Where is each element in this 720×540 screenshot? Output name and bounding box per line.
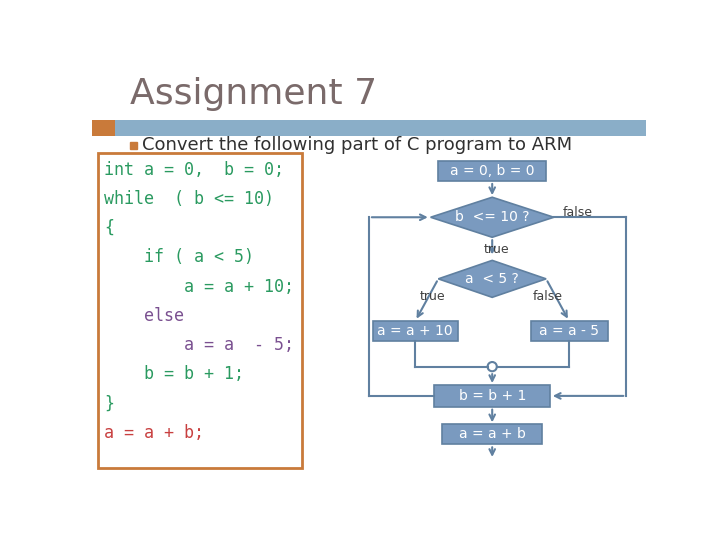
Circle shape bbox=[487, 362, 497, 372]
Text: b = b + 1;: b = b + 1; bbox=[104, 366, 244, 383]
Bar bbox=[373, 321, 457, 341]
Bar bbox=[438, 161, 546, 181]
Text: a = a + 10: a = a + 10 bbox=[377, 324, 453, 338]
Text: a = a + 10;: a = a + 10; bbox=[104, 278, 294, 295]
Text: a = a - 5: a = a - 5 bbox=[539, 324, 599, 338]
Polygon shape bbox=[431, 197, 554, 237]
Text: else: else bbox=[104, 307, 184, 325]
Bar bbox=[92, 120, 115, 136]
Bar bbox=[98, 153, 302, 468]
Text: a = a  - 5;: a = a - 5; bbox=[104, 336, 294, 354]
Text: false: false bbox=[533, 289, 562, 302]
Text: }: } bbox=[104, 395, 114, 413]
Bar bbox=[434, 385, 550, 407]
Text: {: { bbox=[104, 219, 114, 237]
Text: a = a + b;: a = a + b; bbox=[104, 424, 204, 442]
Text: true: true bbox=[419, 289, 445, 302]
Bar bbox=[115, 120, 647, 136]
Text: false: false bbox=[563, 206, 593, 219]
Text: int a = 0,  b = 0;: int a = 0, b = 0; bbox=[104, 160, 284, 179]
Text: Convert the following part of C program to ARM: Convert the following part of C program … bbox=[142, 136, 572, 154]
Bar bbox=[442, 424, 542, 444]
Text: Assignment 7: Assignment 7 bbox=[130, 77, 377, 111]
Text: b  <= 10 ?: b <= 10 ? bbox=[455, 210, 529, 224]
Text: a = 0, b = 0: a = 0, b = 0 bbox=[450, 164, 534, 178]
Bar bbox=[531, 321, 608, 341]
Polygon shape bbox=[438, 260, 546, 298]
Text: if ( a < 5): if ( a < 5) bbox=[104, 248, 254, 266]
Text: true: true bbox=[483, 242, 509, 255]
Text: b = b + 1: b = b + 1 bbox=[459, 389, 526, 403]
Text: while  ( b <= 10): while ( b <= 10) bbox=[104, 190, 274, 208]
Text: a  < 5 ?: a < 5 ? bbox=[465, 272, 519, 286]
Text: a = a + b: a = a + b bbox=[459, 427, 526, 441]
Bar bbox=[130, 142, 138, 149]
